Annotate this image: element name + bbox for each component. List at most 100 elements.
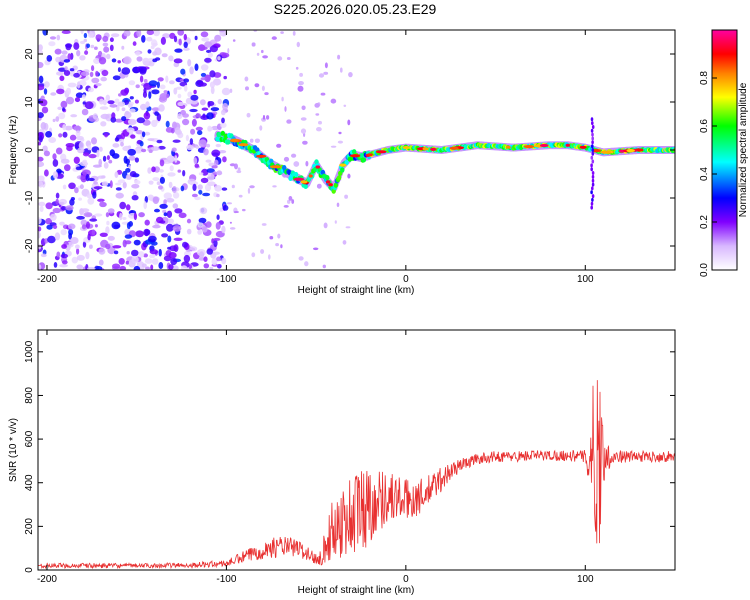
- noise-speckle: [197, 229, 203, 235]
- noise-speckle: [78, 141, 85, 150]
- noise-speckle: [102, 35, 109, 43]
- noise-speckle: [69, 198, 75, 206]
- noise-speckle: [133, 265, 141, 270]
- faint-speckle: [245, 86, 249, 91]
- faint-speckle: [244, 76, 249, 82]
- noise-speckle: [50, 92, 57, 96]
- noise-speckle: [87, 266, 96, 270]
- noise-speckle: [155, 57, 161, 61]
- noise-speckle: [62, 124, 67, 131]
- faint-speckle: [318, 73, 325, 78]
- noise-speckle: [133, 239, 141, 246]
- faint-speckle: [337, 140, 343, 144]
- noise-speckle: [129, 171, 137, 178]
- noise-speckle: [68, 232, 72, 240]
- noise-speckle: [132, 41, 137, 46]
- noise-speckle: [150, 146, 160, 151]
- noise-speckle: [53, 262, 58, 268]
- faint-speckle: [292, 31, 296, 36]
- noise-speckle: [118, 258, 125, 265]
- noise-speckle: [222, 103, 229, 110]
- noise-speckle: [173, 244, 179, 253]
- noise-speckle: [177, 30, 185, 36]
- noise-speckle: [178, 38, 182, 46]
- noise-speckle: [87, 145, 92, 151]
- y-tick-label: 800: [24, 387, 35, 404]
- noise-speckle: [98, 57, 107, 65]
- noise-speckle: [121, 45, 125, 50]
- noise-speckle: [80, 71, 90, 76]
- noise-speckle: [98, 158, 102, 167]
- spike-mark: [590, 163, 593, 168]
- noise-speckle: [74, 187, 79, 194]
- noise-speckle: [166, 93, 170, 99]
- noise-speckle: [125, 204, 131, 211]
- noise-speckle: [128, 119, 137, 126]
- noise-speckle: [128, 259, 135, 268]
- noise-speckle: [157, 145, 166, 150]
- noise-speckle: [175, 86, 182, 90]
- noise-speckle: [90, 44, 95, 49]
- faint-speckle: [348, 72, 353, 78]
- faint-speckle: [237, 167, 241, 171]
- noise-speckle: [115, 182, 122, 186]
- faint-speckle: [261, 223, 267, 226]
- faint-speckle: [291, 153, 297, 158]
- noise-speckle: [136, 56, 143, 62]
- noise-speckle: [152, 196, 160, 204]
- ridge-peak: [325, 180, 331, 184]
- noise-speckle: [156, 181, 161, 186]
- noise-speckle: [75, 92, 84, 98]
- y-tick-label: 400: [24, 474, 35, 491]
- noise-speckle: [203, 256, 208, 263]
- noise-speckle: [153, 30, 160, 37]
- y-tick-label: 1000: [24, 340, 35, 363]
- noise-speckle: [120, 141, 124, 147]
- noise-speckle: [186, 218, 192, 224]
- noise-speckle: [38, 231, 41, 239]
- faint-speckle: [238, 194, 243, 198]
- noise-speckle: [94, 46, 98, 50]
- noise-speckle: [199, 251, 205, 259]
- noise-speckle: [118, 93, 122, 97]
- ridge-peak: [449, 146, 459, 150]
- noise-speckle: [200, 64, 209, 71]
- noise-speckle: [159, 203, 168, 209]
- noise-speckle: [163, 199, 167, 205]
- noise-speckle: [187, 91, 193, 98]
- faint-speckle: [323, 71, 329, 75]
- noise-speckle: [174, 48, 183, 53]
- noise-speckle: [203, 148, 209, 156]
- noise-speckle: [75, 244, 80, 250]
- noise-speckle: [150, 241, 158, 246]
- noise-speckle: [131, 249, 139, 257]
- noise-speckle: [63, 59, 70, 63]
- faint-speckle: [345, 226, 351, 229]
- noise-speckle: [143, 87, 147, 94]
- noise-speckle: [172, 192, 180, 199]
- noise-speckle: [38, 264, 42, 270]
- faint-speckle: [283, 156, 290, 162]
- noise-speckle: [52, 224, 58, 229]
- spike-mark: [590, 205, 593, 210]
- noise-speckle: [91, 229, 96, 236]
- faint-speckle: [296, 41, 300, 48]
- noise-speckle: [134, 99, 139, 104]
- noise-speckle: [42, 145, 48, 152]
- noise-speckle: [152, 51, 158, 56]
- noise-speckle: [216, 256, 222, 262]
- noise-speckle: [126, 251, 130, 255]
- ridge-peak: [565, 143, 570, 147]
- noise-speckle: [223, 75, 227, 80]
- noise-speckle: [207, 101, 215, 106]
- noise-speckle: [148, 149, 153, 153]
- noise-speckle: [124, 110, 130, 115]
- noise-speckle: [151, 107, 160, 112]
- noise-speckle: [61, 50, 68, 55]
- noise-speckle: [89, 218, 98, 222]
- noise-speckle: [125, 260, 130, 265]
- noise-speckle: [180, 185, 185, 192]
- noise-speckle: [66, 145, 73, 152]
- noise-speckle: [54, 232, 61, 241]
